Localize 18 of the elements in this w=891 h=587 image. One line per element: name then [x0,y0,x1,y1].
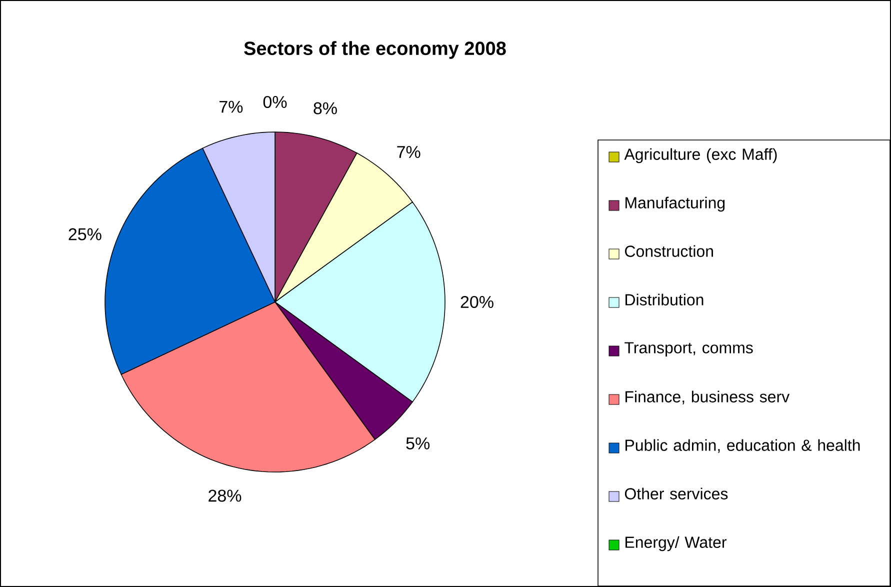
legend-label: Distribution [626,294,704,306]
legend-label: Manufacturing [626,196,725,212]
chart-title: Sectors of the economy 2008 [244,41,506,59]
legend-label: Transport, comms [624,342,753,357]
data-label: 25% [68,228,102,240]
legend-label: Other services [624,488,728,500]
data-label: 8% [314,102,337,114]
data-label: 7% [220,100,243,113]
text: 0% [263,96,287,108]
data-label: 5% [406,437,430,450]
legend-label: Energy/ Water [626,536,727,552]
legend-label: Construction [625,245,713,257]
data-label: 28% [208,490,242,502]
legend-label: Agriculture (exc Maff) [624,148,777,164]
data-label: 20% [460,296,494,308]
legend-label: Finance, business serv [626,390,790,404]
data-label: 7% [397,146,420,158]
legend-label: Public admin, education & health [626,439,860,453]
